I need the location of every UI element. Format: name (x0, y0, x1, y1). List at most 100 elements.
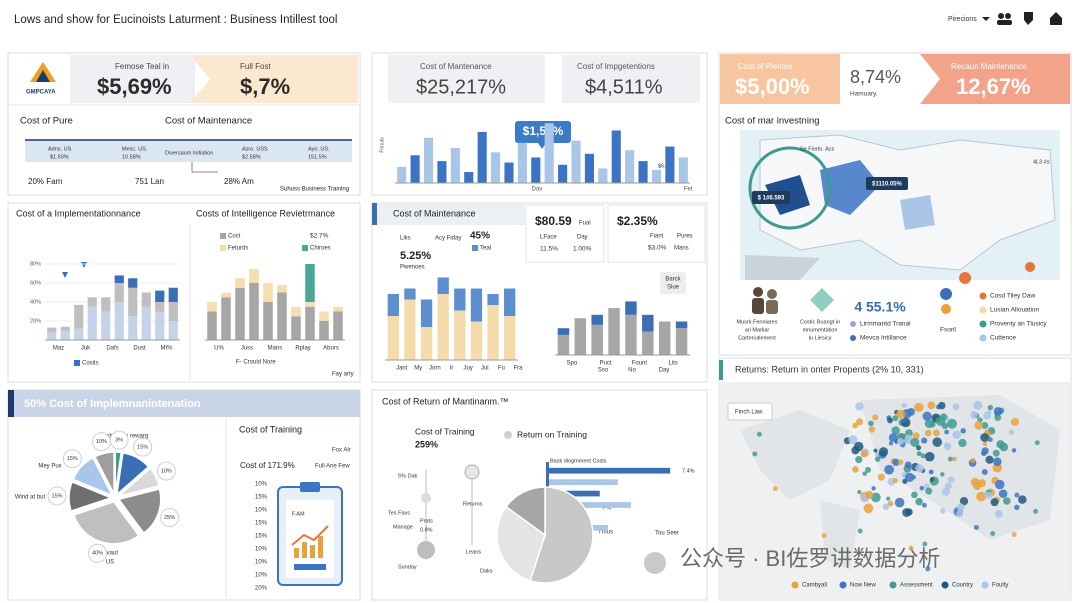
label: Mesc. US. (122, 146, 148, 152)
card (525, 204, 605, 263)
label: 5% Dak (398, 473, 418, 479)
label: Fel (684, 187, 692, 193)
map-dot (871, 492, 881, 503)
map-dot (973, 400, 983, 410)
map-region (745, 255, 820, 280)
label: Pures (677, 234, 693, 240)
label: Cambyall (802, 583, 827, 589)
users-icon[interactable] (998, 13, 1004, 19)
map-dot (901, 402, 907, 409)
map-dot (910, 491, 918, 499)
label: 10% (255, 482, 268, 488)
bar-segment (101, 311, 111, 340)
bar-segment (128, 278, 138, 288)
map-region (900, 195, 935, 230)
map-dot (947, 418, 957, 429)
bar-segment (141, 292, 151, 307)
label: Cosd Tiley Daw (990, 293, 1035, 300)
map-dot (1014, 504, 1020, 511)
map-dot (993, 457, 1002, 466)
label: F- Crould Nore (236, 360, 276, 366)
home-icon[interactable] (1050, 12, 1062, 25)
label: 0.8% (420, 527, 433, 533)
label: Full Fost (240, 62, 271, 71)
map-dot (994, 414, 1002, 422)
value-label: 40% (92, 551, 103, 557)
bar-segment (437, 294, 449, 360)
label: Liks (400, 236, 411, 242)
label: Country (952, 583, 973, 589)
bar-segment (291, 316, 301, 340)
label: 10% (255, 508, 268, 514)
label: Mey Pux (38, 464, 61, 470)
value-label: 15% (137, 444, 148, 450)
kpi-arrow (190, 55, 358, 103)
label: Tmus (598, 530, 613, 536)
doc-icon (810, 288, 834, 312)
map-dot (865, 490, 874, 499)
bar-segment (387, 316, 399, 360)
label: $25,217% (416, 76, 506, 98)
bar-segment (221, 292, 231, 298)
map-dot (862, 471, 867, 476)
bar-segment (155, 311, 165, 340)
map-dot (912, 432, 920, 440)
map-dot (896, 437, 904, 446)
map-dot (907, 408, 915, 416)
map-dot (856, 418, 864, 426)
label: Cartenutiement (738, 335, 776, 341)
bar-segment (87, 306, 97, 340)
map-dot (952, 430, 962, 440)
label: Daks (480, 568, 493, 574)
value-label: 10% (161, 468, 172, 474)
label: 4L3 #s (1033, 159, 1050, 165)
label: Costic Buangt in (800, 319, 840, 325)
map-dot (886, 496, 891, 501)
x-tick-label: U% (214, 346, 224, 352)
map-dot (974, 421, 983, 430)
map-dot (976, 491, 987, 502)
map-dot (1034, 440, 1040, 446)
kpi-bg (562, 55, 700, 103)
map-dot (821, 533, 827, 539)
bar-segment (101, 297, 111, 312)
bar-segment (591, 314, 603, 325)
kpi-bg (70, 55, 195, 103)
header-band (8, 390, 360, 417)
x-tick-label: Jorn (429, 366, 441, 372)
label: Lusian Allouation (990, 307, 1040, 314)
label: Fox Alr (332, 448, 351, 454)
map-dot (924, 419, 934, 429)
bar-segment (504, 316, 516, 360)
bar (638, 161, 648, 183)
pin-icon[interactable] (1024, 12, 1033, 25)
legend-swatch (220, 245, 226, 251)
x-tick-label: Ir (450, 366, 454, 372)
map-tag (752, 191, 790, 204)
label: $5,69% (97, 74, 172, 99)
map-dot (874, 456, 881, 462)
clipboard-chart (294, 536, 323, 558)
label: 1.00% (573, 246, 592, 253)
bar (437, 161, 447, 183)
label: Leans (466, 549, 481, 555)
pin (959, 272, 972, 300)
nav-caret[interactable] (982, 17, 990, 21)
header-strip (372, 203, 525, 225)
map-dot (902, 508, 912, 517)
label: $2.7% (310, 233, 329, 240)
map-dot (981, 421, 989, 430)
panel-implementation (7, 202, 361, 383)
person-icon (767, 289, 777, 299)
bar (464, 172, 474, 183)
label: Femose Teal in (115, 62, 169, 71)
map-dot (920, 453, 926, 459)
bar-segment (404, 299, 416, 360)
bar-segment (60, 330, 70, 340)
bar-segment (454, 288, 466, 311)
map-dot (872, 414, 879, 421)
label: Returns: Return in onter Propents (2% 10… (735, 364, 924, 374)
x-tick-label: Juy (463, 366, 472, 372)
map-dot (938, 401, 946, 410)
bar (504, 162, 514, 183)
